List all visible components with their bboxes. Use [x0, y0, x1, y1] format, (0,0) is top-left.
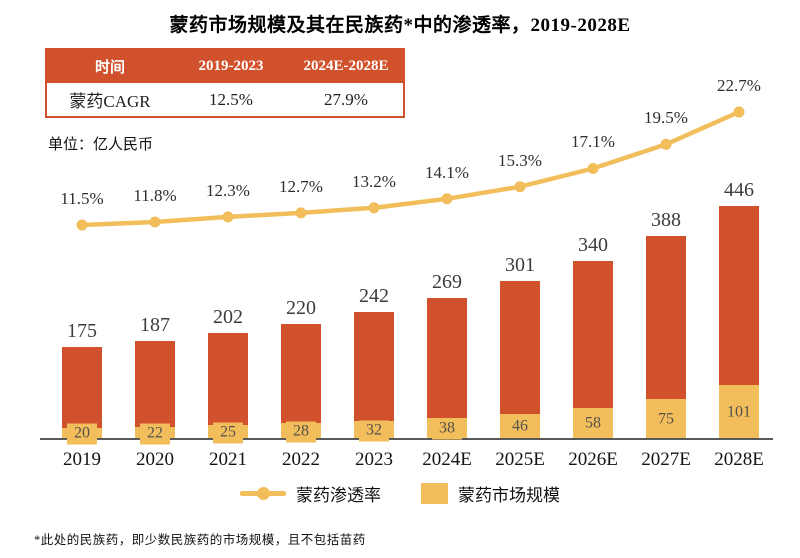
cagr-header-2019-2023: 2019-2023 [173, 49, 289, 83]
bar-inner-value-label: 32 [359, 420, 389, 441]
line-percent-label: 11.8% [133, 185, 177, 205]
line-point [441, 193, 453, 205]
line-percent-label: 19.5% [644, 108, 688, 128]
x-axis-label: 2023 [355, 449, 393, 470]
x-axis-label: 2021 [209, 449, 247, 470]
x-axis-label: 2019 [63, 449, 101, 470]
cagr-header-time: 时间 [46, 49, 173, 83]
bar-inner-value-label: 46 [505, 416, 535, 438]
bar-inner-value-label: 22 [140, 423, 170, 444]
bar-inner-value-label: 75 [651, 409, 681, 430]
line-percent-label: 12.3% [206, 180, 250, 200]
bar-total-value-label: 242 [359, 285, 389, 307]
line-percent-label: 13.2% [352, 171, 396, 191]
x-axis-label: 2028E [714, 449, 764, 470]
line-percent-label: 15.3% [498, 150, 542, 170]
bar-segment-total [646, 236, 686, 399]
bar-segment-total [208, 333, 248, 425]
line-point [514, 181, 526, 193]
line-percent-label: 17.1% [571, 132, 615, 152]
legend-line-label: 蒙药渗透率 [296, 486, 381, 505]
bar-inner-value-label: 28 [286, 421, 316, 442]
bar-segment-total [427, 298, 467, 418]
line-point [295, 207, 307, 219]
bar-segment-total [135, 341, 175, 427]
x-axis-label: 2025E [495, 449, 545, 470]
line-percent-label: 14.1% [425, 162, 469, 182]
bar-segment-total [719, 206, 759, 385]
bar-series-legend-marker [421, 483, 448, 504]
bar-segment-total [500, 281, 540, 414]
bar-inner-value-label: 101 [720, 402, 758, 423]
chart-legend: 蒙药渗透率 蒙药市场规模 [0, 481, 800, 506]
bar-total-value-label: 269 [432, 271, 462, 293]
bar-inner-value-label: 25 [213, 422, 243, 443]
line-dot-icon [256, 487, 270, 500]
line-point [368, 202, 380, 214]
bar-inner-value-label: 38 [432, 418, 462, 440]
bar-total-value-label: 388 [651, 209, 681, 231]
x-axis-label: 2024E [422, 449, 472, 470]
cagr-header-2024e-2028e: 2024E-2028E [289, 49, 404, 83]
line-point [76, 219, 88, 231]
bar-total-value-label: 175 [67, 320, 97, 342]
chart-title: 蒙药市场规模及其在民族药*中的渗透率，2019-2028E [169, 15, 631, 36]
bar-total-value-label: 220 [286, 297, 316, 319]
bar-total-value-label: 202 [213, 306, 243, 328]
legend-bar-label: 蒙药市场规模 [458, 486, 560, 505]
bar-total-value-label: 187 [140, 314, 170, 336]
footnote: *此处的民族药，即少数民族药的市场规模，且不包括苗药 [34, 533, 366, 547]
cagr-table-header-row: 时间 2019-2023 2024E-2028E [46, 49, 404, 83]
line-percent-label: 11.5% [60, 189, 104, 208]
bar-total-value-label: 301 [505, 254, 535, 276]
x-axis-line [40, 438, 773, 440]
bar-segment-total [573, 261, 613, 408]
line-series-legend-marker [240, 487, 286, 500]
bar-inner-value-label: 20 [67, 423, 97, 445]
bar-inner-value-label: 58 [578, 413, 608, 435]
bar-segment-total [281, 324, 321, 423]
line-percent-label: 12.7% [279, 176, 323, 196]
bar-total-value-label: 446 [724, 179, 754, 201]
legend-item-market-size: 蒙药市场规模 [421, 481, 560, 506]
line-point [222, 211, 234, 223]
bar-segment-total [354, 312, 394, 421]
x-axis-label: 2022 [282, 449, 320, 470]
bar-segment-total [62, 347, 102, 428]
line-point [660, 138, 672, 150]
legend-item-penetration: 蒙药渗透率 [240, 481, 381, 506]
x-axis-label: 2026E [568, 449, 618, 470]
x-axis-label: 2027E [641, 449, 691, 470]
line-point [587, 163, 599, 174]
bar-total-value-label: 340 [578, 234, 608, 256]
x-axis-label: 2020 [136, 449, 174, 470]
line-point [149, 216, 161, 228]
line-point [733, 106, 745, 118]
line-percent-label: 22.7% [717, 75, 761, 95]
